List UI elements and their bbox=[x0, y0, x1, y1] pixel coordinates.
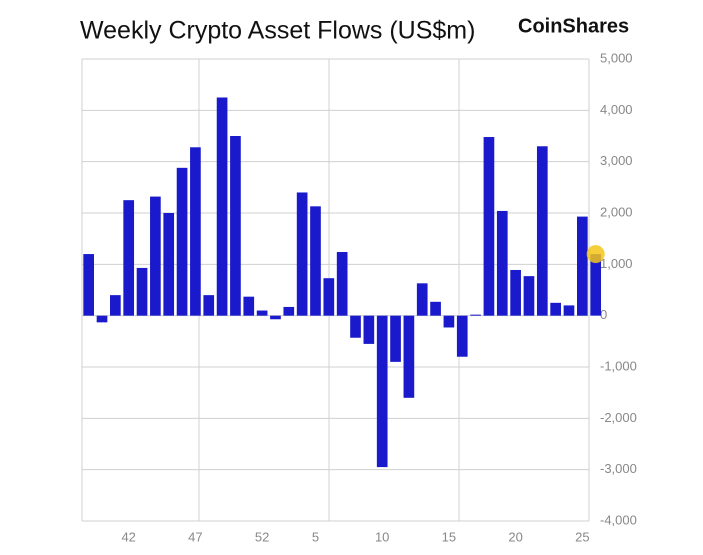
bar bbox=[323, 278, 335, 316]
bar bbox=[430, 301, 441, 316]
x-tick-label: 47 bbox=[188, 529, 202, 544]
x-tick-label: 42 bbox=[121, 529, 135, 544]
brand-logo: CoinShares bbox=[518, 15, 629, 37]
bar bbox=[550, 302, 561, 316]
bar bbox=[510, 269, 521, 316]
bar bbox=[416, 283, 428, 316]
y-tick-label: -1,000 bbox=[600, 358, 637, 373]
x-tick-label: 5 bbox=[312, 529, 319, 544]
bar bbox=[536, 146, 548, 316]
bar bbox=[523, 276, 535, 316]
bar bbox=[363, 315, 375, 344]
bar bbox=[176, 167, 188, 316]
bar bbox=[390, 315, 401, 362]
bar bbox=[83, 254, 95, 316]
bar bbox=[456, 315, 468, 357]
y-tick-label: 1,000 bbox=[600, 256, 633, 271]
x-tick-label: 15 bbox=[442, 529, 456, 544]
bar bbox=[150, 196, 161, 316]
x-tick-label: 20 bbox=[508, 529, 522, 544]
x-tick-label: 52 bbox=[255, 529, 269, 544]
y-tick-label: 2,000 bbox=[600, 204, 633, 219]
bar bbox=[590, 254, 602, 316]
bar bbox=[203, 295, 215, 316]
bar bbox=[96, 315, 108, 323]
bar bbox=[283, 306, 295, 316]
y-tick-label: 0 bbox=[600, 307, 607, 322]
highlight-dot bbox=[586, 245, 605, 264]
bar bbox=[216, 97, 228, 316]
bar bbox=[163, 213, 175, 316]
bar bbox=[190, 147, 201, 316]
y-tick-label: 4,000 bbox=[600, 102, 633, 117]
chart-title: Weekly Crypto Asset Flows (US$m) bbox=[80, 17, 475, 45]
bar bbox=[350, 315, 361, 338]
bar bbox=[310, 206, 321, 316]
bar bbox=[563, 305, 575, 316]
bar bbox=[496, 210, 508, 316]
bar bbox=[576, 216, 588, 316]
y-tick-label: -2,000 bbox=[600, 410, 637, 425]
bar bbox=[270, 315, 281, 320]
bar bbox=[336, 252, 348, 316]
y-tick-label: -3,000 bbox=[600, 461, 637, 476]
bar bbox=[243, 296, 255, 316]
x-tick-label: 10 bbox=[375, 529, 389, 544]
bar bbox=[136, 267, 148, 316]
bar bbox=[403, 315, 415, 398]
bar bbox=[470, 314, 481, 316]
bar bbox=[230, 136, 241, 316]
bar bbox=[443, 315, 455, 328]
bar bbox=[123, 200, 135, 316]
y-tick-label: -4,000 bbox=[600, 512, 637, 527]
y-tick-label: 5,000 bbox=[600, 50, 633, 65]
x-tick-label: 25 bbox=[575, 529, 589, 544]
y-tick-label: 3,000 bbox=[600, 153, 633, 168]
bar bbox=[376, 315, 388, 468]
bar bbox=[110, 295, 121, 316]
bar bbox=[296, 192, 308, 316]
bar bbox=[256, 310, 268, 316]
bar bbox=[483, 137, 495, 316]
